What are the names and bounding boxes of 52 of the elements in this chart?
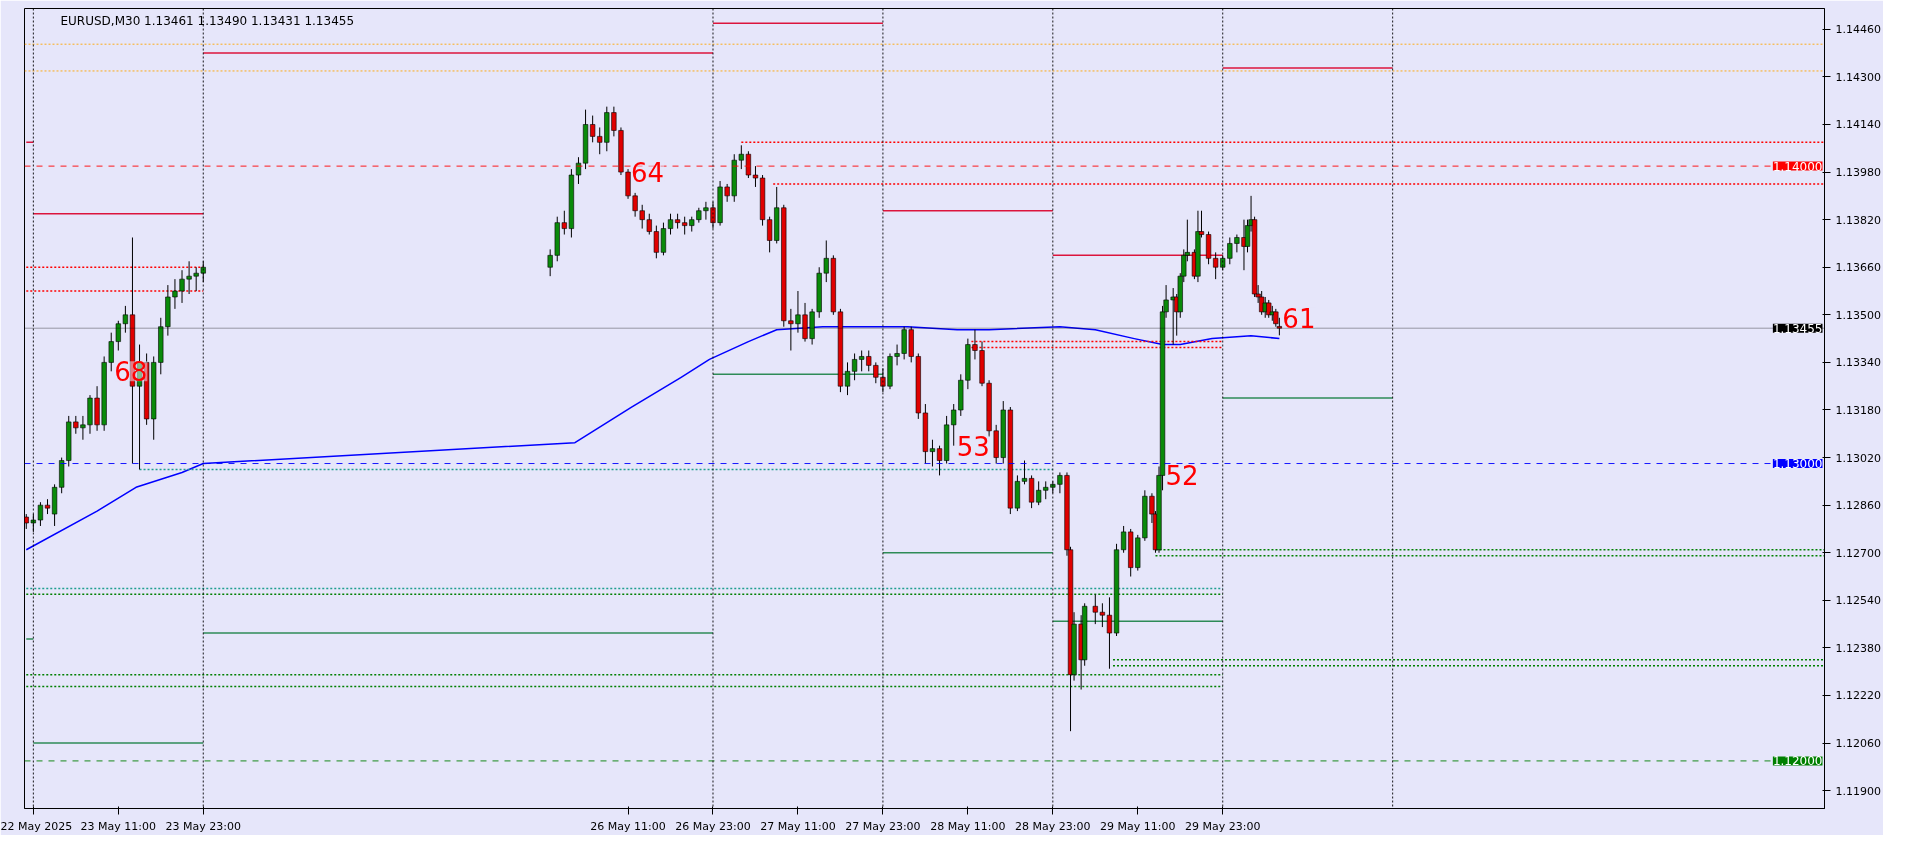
y-tick-label: 1.13980 [1835,166,1881,180]
y-tick-label: 1.12700 [1835,546,1881,560]
candlestick [1021,460,1028,485]
candlestick [1106,596,1113,670]
x-tick-label: 28 May 11:00 [930,819,1006,833]
candlestick [929,439,936,467]
x-tick-label: 27 May 11:00 [760,819,836,833]
y-tick-label: 1.13180 [1835,403,1881,417]
y-tick-label: 1.12220 [1835,689,1881,703]
candlestick [575,156,582,185]
candlestick [193,266,199,292]
x-tick-label: 29 May 11:00 [1100,819,1176,833]
y-tick-label: 1.11900 [1835,784,1881,798]
annotation: 53 [956,431,990,462]
candlestick [625,168,631,200]
x-tick-label: 26 May 23:00 [675,819,751,833]
y-tick-label: 1.12540 [1835,594,1881,608]
x-tick-label: 23 May 23:00 [165,819,241,833]
y-tick-label: 1.12380 [1835,641,1881,655]
y-tick-label: 1.13660 [1835,261,1881,275]
y-tick-label: 1.14300 [1835,70,1881,84]
ref-line-label: 1.14000 [1772,159,1823,174]
candlestick [172,278,178,310]
y-tick-label: 1.12860 [1835,499,1881,513]
y-tick-label: 1.13820 [1835,213,1881,227]
x-tick-label: 26 May 11:00 [590,819,666,833]
candlestick [752,165,759,188]
candlestick [667,213,674,236]
x-tick-label: 29 May 23:00 [1185,819,1261,833]
y-tick-label: 1.13020 [1835,451,1881,465]
y-tick-label: 1.14460 [1835,23,1881,37]
y-tick-label: 1.13500 [1835,308,1881,322]
ref-line-label: 1.13455 [1772,321,1823,336]
ref-line-label: 1.13000 [1772,457,1823,472]
y-tick-label: 1.12060 [1835,737,1881,751]
candlestick [844,361,851,396]
candlestick [936,445,943,476]
annotation: 52 [1165,461,1199,492]
candlestick [179,269,185,304]
annotation: 68 [114,357,148,388]
x-tick-label: 28 May 23:00 [1015,819,1091,833]
text: EURUSD,M30 1.13461 1.13490 1.13431 1.13455 [60,13,355,28]
y-tick-label: 1.13340 [1835,356,1881,370]
x-tick-label: 22 May 2025 [0,819,73,833]
candlestick [1205,231,1212,265]
y-tick-label: 1.14140 [1835,118,1881,132]
x-tick-label: 23 May 11:00 [80,819,157,833]
annotation: 64 [631,158,665,189]
x-tick-label: 27 May 23:00 [845,819,921,833]
ref-line-label: 1.12000 [1772,754,1823,769]
annotation: 61 [1282,303,1316,334]
candlestick [186,260,192,295]
